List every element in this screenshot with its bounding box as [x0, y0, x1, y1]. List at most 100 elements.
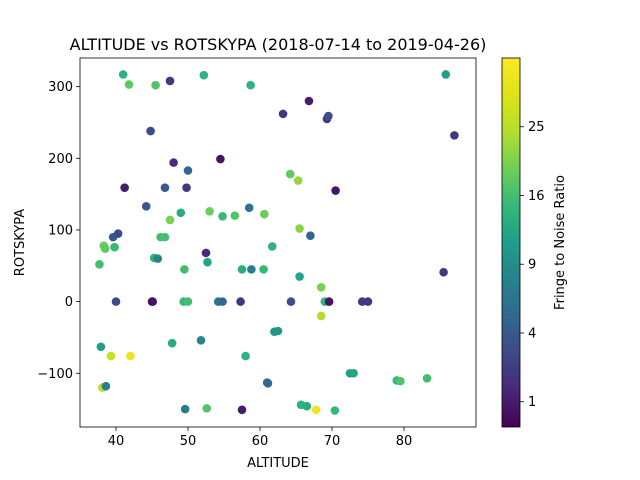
scatter-point — [363, 297, 373, 306]
scatter-point — [201, 248, 211, 258]
scatter-point — [218, 297, 227, 306]
scatter-point — [203, 257, 212, 267]
scatter-point — [311, 405, 321, 415]
scatter-point — [302, 401, 312, 411]
scatter-point — [295, 272, 304, 281]
scatter-point — [165, 215, 175, 225]
scatter-point — [241, 351, 250, 361]
scatter-point — [180, 265, 189, 274]
scatter-point — [95, 260, 104, 269]
scatter-point — [202, 404, 212, 413]
scatter-point — [349, 368, 358, 378]
scatter-point — [113, 229, 123, 238]
y-tick-label: 300 — [48, 80, 73, 95]
x-axis-ticks: 40 50 60 70 80 — [108, 427, 413, 449]
scatter-point — [267, 242, 277, 251]
scatter-point — [293, 176, 303, 185]
scatter-point — [196, 336, 206, 345]
scatter-point — [246, 80, 255, 90]
plot-area-frame — [79, 57, 477, 428]
scatter-point — [450, 131, 459, 140]
scatter-point — [304, 96, 314, 106]
scatter-point — [247, 265, 256, 274]
scatter-point — [167, 338, 177, 348]
scatter-point — [218, 212, 227, 221]
scatter-point — [176, 208, 186, 218]
scatter-point — [263, 378, 273, 388]
scatter-point — [439, 267, 448, 277]
scatter-point — [100, 244, 110, 253]
scatter-point — [153, 254, 163, 263]
colorbar-tick-label: 16 — [528, 189, 545, 204]
scatter-point — [237, 265, 247, 274]
colorbar — [501, 57, 521, 428]
scatter-point — [441, 70, 451, 79]
scatter-point — [295, 224, 304, 233]
scatter-point — [331, 186, 340, 195]
scatter-point — [316, 282, 326, 292]
scatter-point — [216, 154, 225, 164]
scatter-point — [148, 297, 158, 306]
scatter-point — [230, 211, 240, 220]
scatter-points — [95, 70, 459, 415]
y-tick-label: −100 — [37, 367, 73, 382]
scatter-point — [205, 207, 214, 216]
scatter-point — [120, 183, 129, 192]
scatter-point — [169, 158, 178, 167]
scatter-point — [285, 169, 295, 179]
scatter-point — [126, 351, 135, 361]
x-tick-label: 40 — [108, 434, 125, 449]
scatter-point — [330, 406, 340, 415]
scatter-point — [111, 297, 121, 306]
scatter-point — [422, 373, 432, 383]
colorbar-tick-label: 1 — [528, 395, 536, 410]
scatter-point — [278, 109, 288, 119]
scatter-point — [236, 297, 245, 306]
scatter-point — [286, 297, 296, 306]
scatter-point — [182, 183, 191, 192]
scatter-point — [237, 405, 247, 415]
y-axis-label: ROTSKYPA — [13, 209, 28, 276]
scatter-point — [101, 381, 111, 391]
scatter-point — [141, 202, 151, 211]
colorbar-tick-label: 9 — [528, 258, 536, 273]
scatter-point — [118, 70, 128, 79]
x-tick-label: 50 — [180, 434, 197, 449]
y-axis-ticks: −100 0 100 200 300 — [37, 80, 80, 382]
scatter-point — [124, 80, 134, 89]
scatter-point — [146, 126, 155, 136]
scatter-point — [165, 76, 175, 86]
scatter-point — [96, 342, 106, 352]
colorbar-tick-label: 4 — [528, 326, 536, 341]
scatter-point — [106, 351, 116, 361]
colorbar-ticks: 1 4 9 16 25 — [520, 120, 545, 410]
scatter-point — [273, 326, 283, 336]
x-tick-label: 70 — [324, 434, 341, 449]
scatter-point — [306, 231, 315, 240]
chart-title: ALTITUDE vs ROTSKYPA (2018-07-14 to 2019… — [70, 35, 487, 54]
x-tick-label: 80 — [396, 434, 413, 449]
scatter-point — [260, 209, 269, 219]
scatter-point — [183, 166, 193, 175]
y-tick-label: 0 — [65, 295, 73, 310]
x-tick-label: 60 — [252, 434, 269, 449]
scatter-point — [199, 70, 209, 80]
y-tick-label: 200 — [48, 152, 73, 167]
scatter-point — [324, 111, 333, 121]
scatter-point — [180, 404, 190, 414]
scatter-point — [183, 297, 193, 306]
scatter-point — [160, 232, 170, 242]
scatter-point — [110, 242, 119, 252]
colorbar-label: Fringe to Noise Ratio — [553, 175, 568, 310]
scatter-point — [396, 376, 405, 386]
x-axis-label: ALTITUDE — [247, 456, 309, 471]
scatter-point — [316, 311, 326, 321]
y-tick-label: 100 — [48, 223, 73, 238]
scatter-point — [151, 80, 160, 90]
scatter-point — [259, 265, 268, 274]
colorbar-tick-label: 25 — [528, 120, 545, 135]
scatter-point — [244, 203, 254, 213]
scatter-point — [324, 297, 334, 306]
scatter-point — [160, 183, 170, 192]
